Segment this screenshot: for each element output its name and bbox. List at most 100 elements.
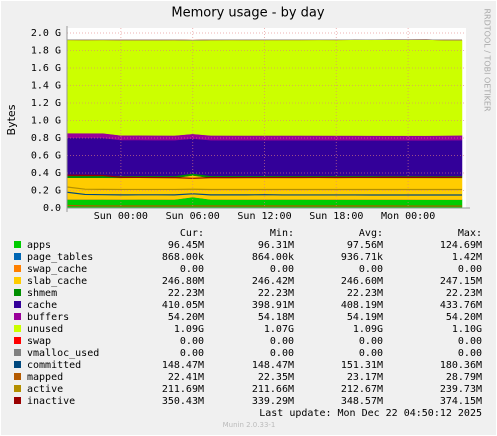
stats-header: Avg:	[359, 228, 383, 239]
legend-name: unused	[27, 324, 63, 335]
stats-header: Min:	[270, 228, 294, 239]
legend-stat: 1.42M	[452, 252, 482, 263]
legend-stat: 96.45M	[168, 240, 204, 251]
x-tick-label: Sun 00:00	[94, 211, 148, 222]
legend-stat: 0.00	[270, 264, 294, 275]
legend-swatch	[14, 349, 21, 356]
area	[66, 137, 463, 177]
areas	[66, 39, 463, 209]
legend-stat: 211.69M	[162, 384, 204, 395]
legend-stat: 239.73M	[440, 384, 482, 395]
legend-stat: 247.15M	[440, 276, 482, 287]
y-tick-label: 1.8 G	[31, 46, 61, 57]
y-tick-label: 1.6 G	[31, 63, 61, 74]
y-axis-label: Bytes	[5, 104, 18, 135]
legend-stat: 0.00	[270, 348, 294, 359]
legend-stat: 339.29M	[252, 396, 294, 407]
legend-stat: 864.00k	[252, 252, 294, 263]
legend-stat: 0.00	[180, 348, 204, 359]
legend-swatch	[14, 397, 21, 404]
legend-stat: 410.05M	[162, 300, 204, 311]
legend-stat: 148.47M	[252, 360, 294, 371]
y-tick-label: 0.0	[43, 203, 61, 214]
legend-stat: 1.07G	[264, 324, 294, 335]
legend-swatch	[14, 361, 21, 368]
y-tick-label: 0.8 G	[31, 133, 61, 144]
legend-name: slab_cache	[27, 276, 87, 287]
y-tick-label: 1.2 G	[31, 98, 61, 109]
legend-stat: 22.23M	[168, 288, 204, 299]
legend-stat: 246.42M	[252, 276, 294, 287]
line	[66, 204, 463, 207]
legend-name: swap_cache	[27, 264, 87, 275]
y-tick-label: 0.2 G	[31, 186, 61, 197]
y-tick-label: 1.0 G	[31, 116, 61, 127]
legend-stat: 148.47M	[162, 360, 204, 371]
legend-stat: 54.20M	[446, 312, 482, 323]
legend-name: vmalloc_used	[27, 348, 99, 359]
x-tick-label: Sun 06:00	[166, 211, 220, 222]
legend-stat: 0.00	[359, 264, 383, 275]
legend-swatch	[14, 385, 21, 392]
legend-stat: 1.10G	[452, 324, 482, 335]
legend-stat: 936.71k	[341, 252, 383, 263]
legend-swatch	[14, 241, 21, 248]
legend-stat: 1.09G	[353, 324, 383, 335]
legend-name: active	[27, 384, 63, 395]
legend-name: swap	[27, 336, 51, 347]
footer: Munin 2.0.33-1	[223, 421, 276, 429]
legend-swatch	[14, 337, 21, 344]
chart-title: Memory usage - by day	[171, 6, 324, 21]
legend-stat: 54.18M	[258, 312, 294, 323]
legend-name: mapped	[27, 372, 63, 383]
legend-name: inactive	[27, 396, 75, 407]
legend-stat: 1.09G	[174, 324, 204, 335]
legend-stat: 212.67M	[341, 384, 383, 395]
legend-stat: 350.43M	[162, 396, 204, 407]
side-text: RRDTOOL / TOBI OETIKER	[483, 8, 492, 111]
legend-name: buffers	[27, 312, 69, 323]
legend-stat: 868.00k	[162, 252, 204, 263]
legend-stat: 23.17M	[347, 372, 383, 383]
legend-stat: 0.00	[458, 336, 482, 347]
legend-swatch	[14, 289, 21, 296]
x-tick-label: Sun 12:00	[237, 211, 291, 222]
line	[66, 186, 463, 191]
legend-name: page_tables	[27, 252, 93, 263]
y-tick-label: 0.6 G	[31, 151, 61, 162]
stats-header: Cur:	[180, 228, 204, 239]
legend-stat: 28.79M	[446, 372, 482, 383]
legend-stat: 246.80M	[162, 276, 204, 287]
stats-header: Max:	[458, 228, 482, 239]
y-tick-label: 1.4 G	[31, 81, 61, 92]
last-update: Last update: Mon Dec 22 04:50:12 2025	[259, 408, 482, 419]
legend-swatch	[14, 313, 21, 320]
legend-stat: 374.15M	[440, 396, 482, 407]
legend-stat: 22.23M	[258, 288, 294, 299]
legend-stat: 54.19M	[347, 312, 383, 323]
legend-stat: 54.20M	[168, 312, 204, 323]
legend-stat: 151.31M	[341, 360, 383, 371]
legend-name: cache	[27, 300, 57, 311]
legend-swatch	[14, 265, 21, 272]
legend-stat: 0.00	[458, 264, 482, 275]
legend-stat: 96.31M	[258, 240, 294, 251]
legend-stat: 0.00	[359, 336, 383, 347]
legend-stat: 22.41M	[168, 372, 204, 383]
legend-stat: 246.60M	[341, 276, 383, 287]
legend-stat: 180.36M	[440, 360, 482, 371]
legend-stat: 0.00	[180, 336, 204, 347]
legend-stat: 0.00	[359, 348, 383, 359]
x-tick-label: Mon 00:00	[381, 211, 435, 222]
x-tick-label: Sun 18:00	[309, 211, 363, 222]
legend-swatch	[14, 301, 21, 308]
legend-name: committed	[27, 360, 81, 371]
legend-stat: 22.23M	[347, 288, 383, 299]
legend-stat: 348.57M	[341, 396, 383, 407]
y-tick-label: 0.4 G	[31, 168, 61, 179]
legend-stat: 0.00	[180, 264, 204, 275]
legend-swatch	[14, 325, 21, 332]
legend-stat: 211.66M	[252, 384, 294, 395]
legend-stat: 22.23M	[446, 288, 482, 299]
